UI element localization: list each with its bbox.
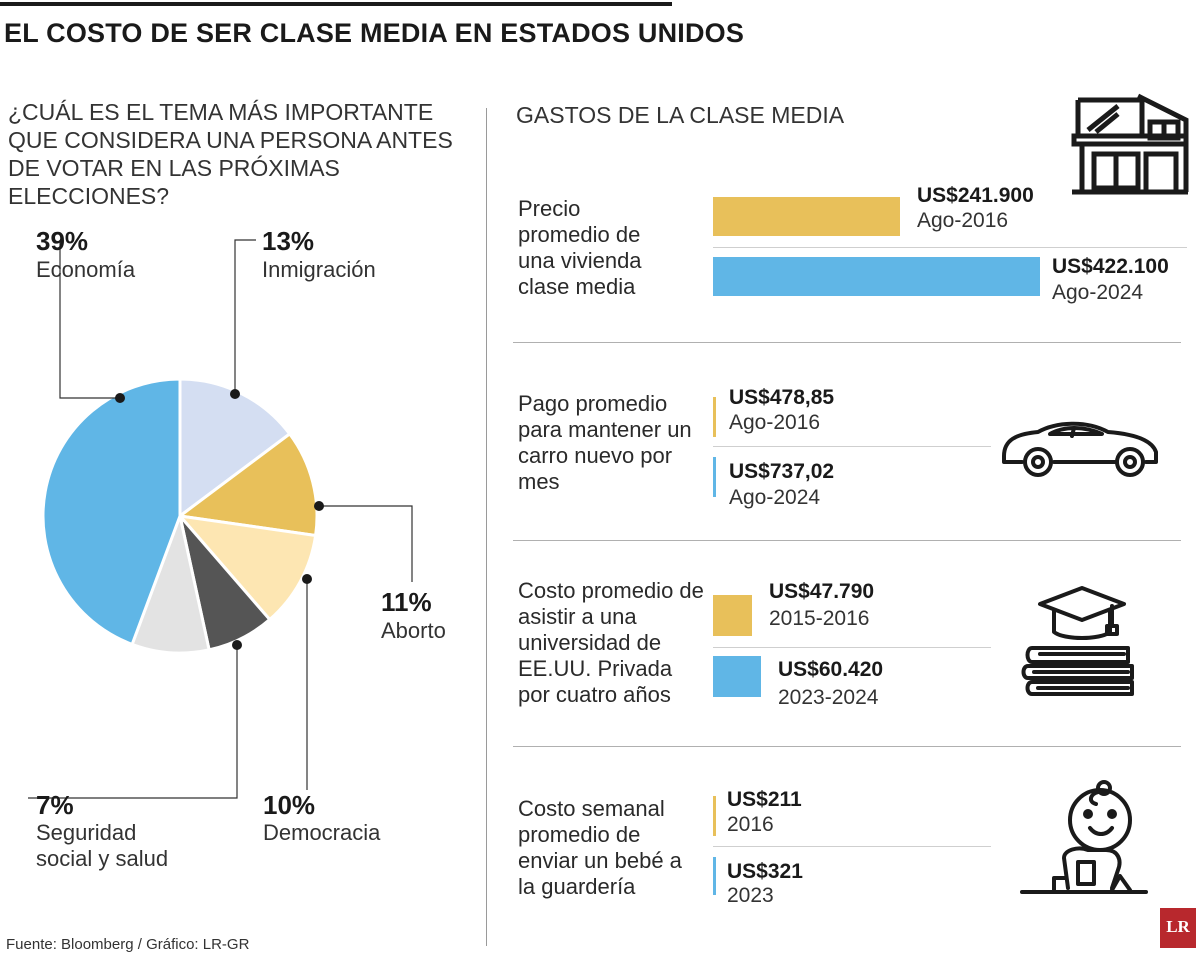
row-separator: [713, 846, 991, 847]
value-universidad-2024: US$60.420: [778, 658, 884, 681]
value-vivienda-2024: US$422.100: [1052, 255, 1169, 278]
value-guarderia-2023: US$321: [727, 860, 803, 883]
section-separator: [513, 540, 1181, 541]
leader-line-economia: [59, 240, 120, 399]
swatch-universidad-2016: [713, 595, 752, 636]
period-guarderia-2023: 2023: [727, 884, 774, 907]
leader-line-aborto: [319, 505, 413, 582]
page-title: EL COSTO DE SER CLASE MEDIA EN ESTADOS U…: [4, 18, 745, 48]
tick-carro-2016: [713, 397, 716, 437]
pie-chart: [28, 239, 413, 799]
baby-icon: [1020, 780, 1148, 894]
leader-line-seguridad: [28, 645, 238, 799]
period-vivienda-2016: Ago-2016: [917, 209, 1009, 232]
expenses-title: GASTOS DE LA CLASE MEDIA: [516, 102, 845, 128]
label-democracia: Democracia: [263, 820, 381, 845]
value-carro-2024: US$737,02: [729, 460, 835, 483]
lr-logo: LR: [1160, 908, 1196, 948]
period-carro-2024: Ago-2024: [729, 486, 821, 509]
tick-guarderia-2016: [713, 796, 716, 836]
label-aborto: Aborto: [381, 618, 446, 643]
leader-dot-seguridad: [232, 640, 242, 650]
title-rule: [0, 2, 672, 6]
row-separator: [713, 247, 1187, 248]
period-vivienda-2024: Ago-2024: [1052, 281, 1144, 304]
label-economia: Economía: [36, 257, 136, 282]
period-universidad-2016: 2015-2016: [769, 607, 870, 630]
period-universidad-2024: 2023-2024: [778, 686, 879, 709]
bar-vivienda-2016: [713, 197, 901, 236]
tick-guarderia-2023: [713, 857, 716, 895]
pie-slice-aborto: [176, 431, 319, 538]
row-label-carro: Pago promedio para mantener un carro nue…: [518, 391, 692, 494]
pie-slice-democracia: [176, 513, 318, 622]
row-separator: [713, 647, 991, 648]
column-divider: [486, 108, 487, 946]
label-inmigracion: Inmigración: [262, 257, 376, 282]
row-label-guarderia: Costo semanal promedio de enviar un bebé…: [518, 796, 682, 899]
pie-question: ¿CUÁL ES EL TEMA MÁS IMPORTANTE QUE CONS…: [8, 99, 453, 209]
pct-democracia: 10%: [263, 790, 316, 820]
leader-dot-aborto: [314, 501, 324, 511]
graduation-cap-icon: [1021, 586, 1134, 696]
pct-inmigracion: 13%: [262, 226, 315, 256]
house-icon: [1071, 93, 1189, 195]
pie-slice-econom-a: [41, 377, 182, 647]
row-label-vivienda: Precio promedio de una vivienda clase me…: [518, 196, 642, 299]
leader-dot-democracia: [302, 574, 312, 584]
section-separator: [513, 746, 1181, 747]
value-guarderia-2016: US$211: [727, 788, 802, 811]
source-note: Fuente: Bloomberg / Gráfico: LR-GR: [6, 936, 250, 953]
leader-line-inmigracion: [234, 239, 256, 394]
value-carro-2016: US$478,85: [729, 386, 835, 409]
pct-economia: 39%: [36, 226, 89, 256]
label-seguridad: Seguridad social y salud: [36, 820, 169, 871]
period-carro-2016: Ago-2016: [729, 411, 821, 434]
pie-slice-otros: [130, 510, 211, 655]
period-guarderia-2016: 2016: [727, 813, 774, 836]
swatch-universidad-2024: [713, 656, 761, 697]
leader-dot-economia: [115, 393, 125, 403]
pct-aborto: 11%: [381, 587, 432, 617]
car-icon: [1002, 421, 1158, 477]
row-label-universidad: Costo promedio de asistir a una universi…: [518, 578, 704, 707]
value-universidad-2016: US$47.790: [769, 580, 875, 603]
leader-dot-inmigracion: [230, 389, 240, 399]
pct-seguridad: 7%: [36, 790, 74, 820]
section-separator: [513, 342, 1181, 343]
value-vivienda-2016: US$241.900: [917, 184, 1034, 207]
row-separator: [713, 446, 991, 447]
bar-vivienda-2024: [713, 257, 1040, 296]
pie-slice-inmigraci-n: [178, 377, 292, 519]
tick-carro-2024: [713, 457, 716, 497]
